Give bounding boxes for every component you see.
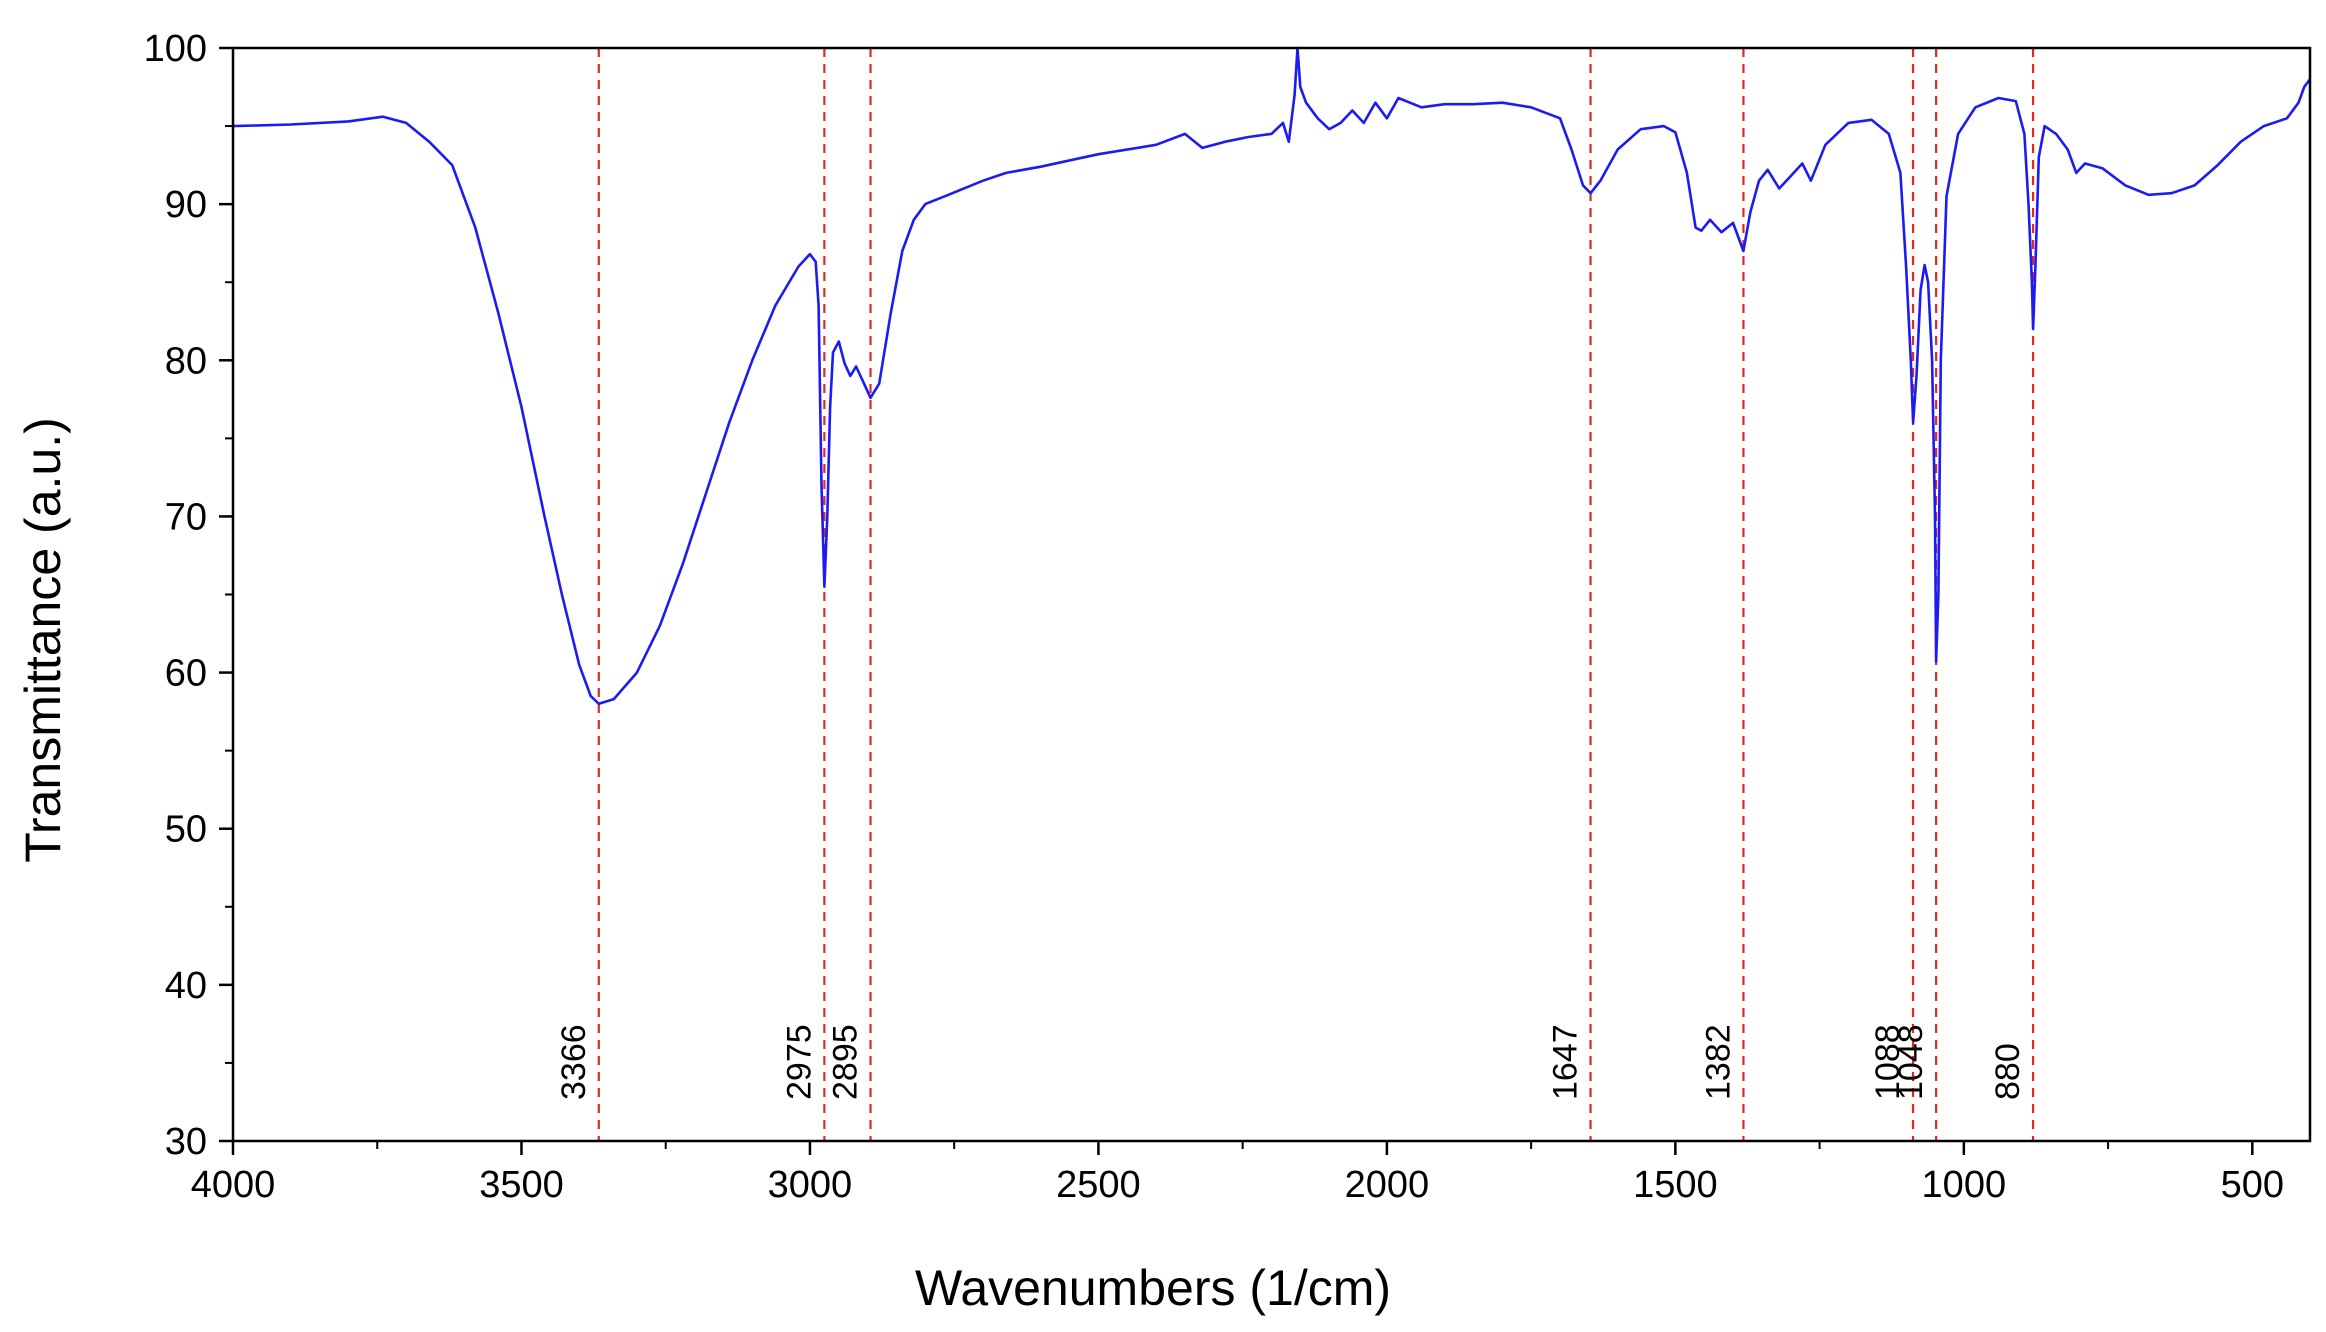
y-tick-label-80: 80 [165,340,207,382]
axes [219,46,2312,1155]
y-tick-label-60: 60 [165,653,207,695]
peak-label-1048: 1048 [1892,1024,1930,1100]
peak-label-1382: 1382 [1699,1024,1737,1100]
reference-lines [597,48,2035,1141]
y-tick-label-90: 90 [165,184,207,226]
y-tick-label-30: 30 [165,1121,207,1163]
x-tick-label-1500: 1500 [1633,1164,1718,1206]
x-tick-label-2500: 2500 [1056,1164,1141,1206]
peak-label-2895: 2895 [827,1024,865,1100]
peak-label-2975: 2975 [780,1024,818,1100]
peak-label-1647: 1647 [1547,1024,1585,1100]
plot-frame [231,46,2312,1143]
x-tick-label-2000: 2000 [1345,1164,1430,1206]
series-layer [232,46,2312,706]
peak-label-1088: 1088 [1869,1024,1907,1100]
y-tick-label-100: 100 [144,28,207,70]
peak-label-880: 880 [1989,1043,2027,1100]
y-tick-label-50: 50 [165,809,207,851]
x-tick-label-500: 500 [2221,1164,2284,1206]
series-line-0 [232,46,2312,706]
x-tick-label-4000: 4000 [191,1164,276,1206]
x-tick-label-3000: 3000 [768,1164,853,1206]
y-tick-label-40: 40 [165,965,207,1007]
y-axis-title: Transmittance (a.u.) [15,417,71,863]
y-tick-label-70: 70 [165,496,207,538]
x-axis-title: Wavenumbers (1/cm) [915,1260,1391,1316]
peak-label-3366: 3366 [555,1024,593,1100]
x-tick-label-1000: 1000 [1922,1164,2007,1206]
x-tick-label-3500: 3500 [479,1164,564,1206]
